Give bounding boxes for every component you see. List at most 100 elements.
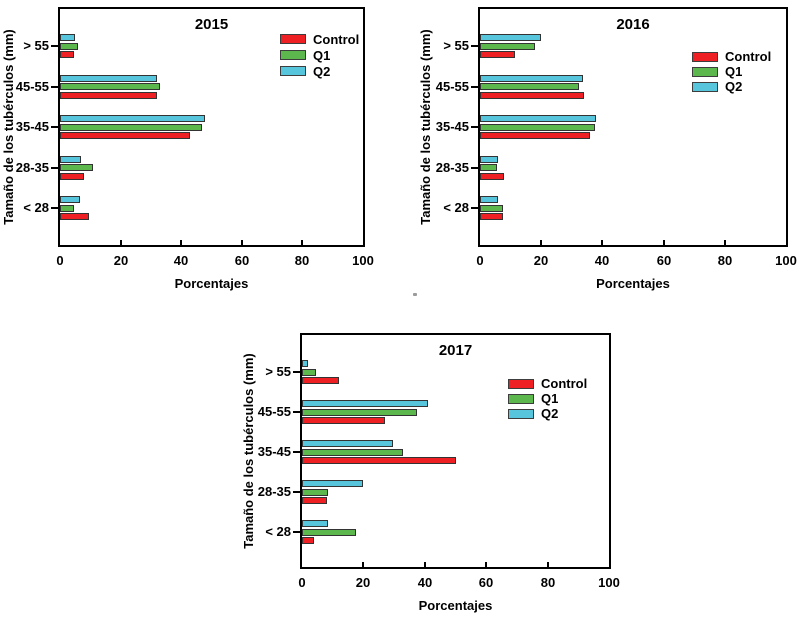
bar-q2	[480, 75, 583, 82]
legend-swatch-control	[508, 378, 534, 389]
bar-control	[480, 173, 504, 180]
x-tick	[663, 240, 665, 245]
y-axis-title: Tamaño de los tubérculos (mm)	[241, 353, 256, 549]
x-tick	[301, 240, 303, 245]
y-tick	[293, 371, 300, 373]
legend-label: Q2	[541, 406, 559, 421]
bar-q2	[60, 156, 81, 163]
bar-q1	[480, 83, 579, 90]
legend-item: Control	[692, 49, 771, 64]
legend-item: Q1	[508, 391, 587, 406]
plot-area: 2015	[58, 7, 365, 247]
bar-control	[60, 213, 89, 220]
bar-control	[302, 457, 456, 464]
legend-swatch-control	[280, 34, 306, 44]
y-tick-label: 35-45	[257, 444, 291, 459]
bar-control	[480, 92, 584, 99]
x-tick	[180, 240, 182, 245]
plot-area: 2016	[478, 7, 788, 247]
y-tick	[471, 126, 478, 128]
y-tick	[471, 167, 478, 169]
x-tick-label: 20	[113, 253, 129, 268]
x-tick-label: 60	[478, 575, 494, 590]
bar-control	[302, 497, 327, 504]
y-tick	[293, 451, 300, 453]
legend-label: Q1	[725, 64, 743, 79]
bar-q2	[302, 360, 308, 367]
legend-item: Q1	[280, 47, 359, 63]
bar-q1	[60, 164, 93, 171]
legend-swatch-q2	[508, 408, 534, 419]
chart-title: 2016	[616, 16, 650, 33]
y-tick	[471, 45, 478, 47]
bar-q1	[60, 124, 202, 131]
legend-label: Q2	[313, 63, 331, 79]
bar-q2	[302, 440, 393, 447]
x-tick-label: 40	[594, 253, 610, 268]
x-tick	[601, 240, 603, 245]
bar-q2	[302, 480, 363, 487]
bar-q1	[480, 164, 497, 171]
legend-label: Control	[541, 376, 588, 391]
y-tick-label: < 28	[265, 524, 291, 539]
speck-artifact	[413, 293, 417, 296]
y-tick	[51, 167, 58, 169]
x-tick-label: 80	[540, 575, 556, 590]
bar-control	[60, 173, 84, 180]
legend-item: Q2	[508, 406, 587, 421]
y-tick	[51, 207, 58, 209]
x-tick	[724, 240, 726, 245]
bar-q1	[302, 449, 403, 456]
legend-label: Q2	[725, 79, 743, 94]
y-tick	[51, 86, 58, 88]
y-tick	[293, 531, 300, 533]
x-tick-label: 40	[417, 575, 433, 590]
bar-q1	[480, 43, 535, 50]
x-tick-label: 0	[56, 253, 64, 268]
y-tick-label: 35-45	[435, 119, 469, 134]
legend-label: Q1	[541, 391, 559, 406]
bar-q2	[480, 115, 596, 122]
y-tick-label: < 28	[23, 200, 49, 215]
bar-q1	[60, 205, 74, 212]
legend-swatch-q2	[692, 81, 718, 92]
x-tick-label: 100	[598, 575, 620, 590]
x-tick-label: 40	[173, 253, 189, 268]
bar-q2	[480, 156, 498, 163]
y-tick-label: 45-55	[15, 79, 49, 94]
y-tick-label: 28-35	[257, 484, 291, 499]
x-tick-label: 0	[476, 253, 484, 268]
bar-q1	[302, 409, 417, 416]
x-tick-label: 60	[656, 253, 672, 268]
bar-q2	[60, 196, 80, 203]
y-tick-label: 45-55	[435, 79, 469, 94]
bar-q2	[480, 34, 541, 41]
bar-q1	[302, 369, 316, 376]
bar-q1	[480, 124, 595, 131]
bar-control	[480, 132, 590, 139]
x-axis-title: Porcentajes	[418, 598, 493, 613]
bar-control	[302, 537, 314, 544]
legend-label: Q1	[313, 47, 331, 63]
bar-q1	[480, 205, 503, 212]
y-tick	[293, 491, 300, 493]
y-tick	[471, 207, 478, 209]
y-tick-label: > 55	[443, 38, 469, 53]
bar-q1	[60, 83, 160, 90]
y-tick-label: > 55	[23, 38, 49, 53]
bar-q1	[302, 489, 328, 496]
x-tick	[362, 562, 364, 567]
x-tick-label: 80	[717, 253, 733, 268]
x-tick-label: 100	[775, 253, 797, 268]
x-tick-label: 60	[234, 253, 250, 268]
legend-item: Q1	[692, 64, 771, 79]
x-tick	[540, 240, 542, 245]
x-axis-title: Porcentajes	[596, 276, 670, 291]
x-tick	[547, 562, 549, 567]
legend-item: Control	[508, 376, 587, 391]
legend-item: Q2	[280, 63, 359, 79]
legend-swatch-q2	[280, 66, 306, 76]
